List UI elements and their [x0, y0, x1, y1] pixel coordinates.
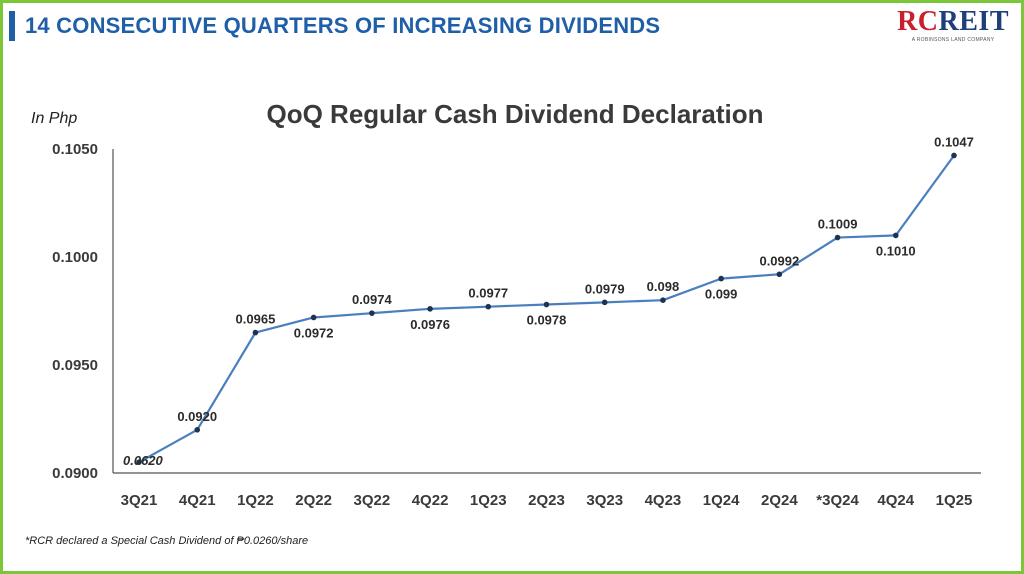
- x-tick-label: 4Q23: [645, 492, 682, 509]
- data-label: 0.0976: [410, 317, 450, 332]
- data-point: [893, 233, 899, 239]
- data-point: [777, 271, 783, 277]
- data-label: 0.1009: [818, 217, 858, 232]
- data-label: 0.099: [705, 287, 738, 302]
- data-label: 0.0977: [468, 286, 508, 301]
- data-point: [369, 310, 375, 316]
- data-label: 0.098: [647, 279, 680, 294]
- data-point: [951, 153, 957, 159]
- y-tick-label: 0.1050: [52, 141, 98, 158]
- data-point: [718, 276, 724, 282]
- x-tick-label: 4Q21: [179, 492, 216, 509]
- y-tick-label: 0.1000: [52, 249, 98, 266]
- data-label: 0.0620: [123, 453, 164, 468]
- data-point: [602, 300, 608, 306]
- data-point: [835, 235, 841, 241]
- x-tick-label: 2Q22: [295, 492, 332, 509]
- data-point: [427, 306, 433, 312]
- series-line: [139, 155, 954, 462]
- data-label: 0.1010: [876, 243, 916, 258]
- data-point: [660, 297, 666, 303]
- footnote: *RCR declared a Special Cash Dividend of…: [25, 535, 308, 547]
- x-tick-label: 4Q24: [877, 492, 914, 509]
- x-tick-label: 4Q22: [412, 492, 449, 509]
- data-label: 0.0979: [585, 281, 625, 296]
- x-tick-label: 1Q25: [936, 492, 973, 509]
- data-label: 0.0920: [177, 409, 217, 424]
- x-tick-label: 2Q23: [528, 492, 565, 509]
- data-point: [194, 427, 200, 433]
- data-label: 0.0974: [352, 292, 393, 307]
- data-label: 0.0992: [759, 253, 799, 268]
- data-label: 0.1047: [934, 134, 974, 149]
- x-tick-label: 1Q22: [237, 492, 274, 509]
- x-tick-label: 1Q23: [470, 492, 507, 509]
- data-label: 0.0978: [527, 313, 567, 328]
- slide-frame: 14 CONSECUTIVE QUARTERS OF INCREASING DI…: [0, 0, 1024, 574]
- x-tick-label: *3Q24: [816, 492, 859, 509]
- y-tick-label: 0.0950: [52, 357, 98, 374]
- data-label: 0.0972: [294, 325, 334, 340]
- data-point: [253, 330, 259, 336]
- data-point: [485, 304, 491, 310]
- x-tick-label: 1Q24: [703, 492, 740, 509]
- chart-title: QoQ Regular Cash Dividend Declaration: [267, 99, 764, 129]
- data-label: 0.0965: [236, 312, 276, 327]
- data-point: [544, 302, 550, 308]
- x-tick-label: 3Q23: [586, 492, 623, 509]
- x-tick-label: 2Q24: [761, 492, 798, 509]
- dividend-line-chart: QoQ Regular Cash Dividend Declaration 0.0…: [3, 3, 1021, 571]
- x-tick-label: 3Q22: [354, 492, 391, 509]
- y-tick-label: 0.0900: [52, 465, 98, 482]
- x-tick-label: 3Q21: [121, 492, 158, 509]
- data-point: [311, 315, 317, 321]
